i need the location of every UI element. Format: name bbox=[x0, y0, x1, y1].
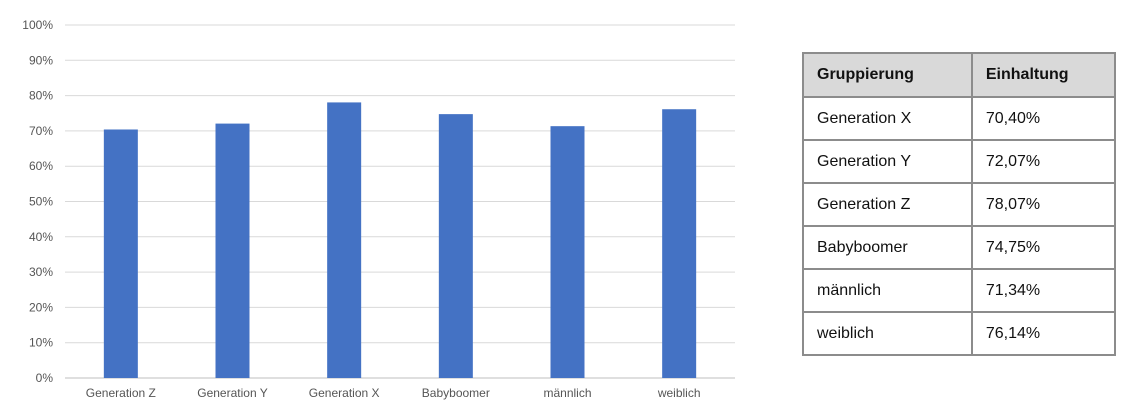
y-tick-label: 20% bbox=[29, 300, 53, 314]
y-tick-label: 90% bbox=[29, 53, 53, 67]
table-cell-group: Generation X bbox=[802, 96, 973, 141]
y-tick-label: 60% bbox=[29, 159, 53, 173]
table-header-einhaltung: Einhaltung bbox=[970, 52, 1117, 98]
y-tick-label: 80% bbox=[29, 89, 53, 103]
bar-chart: 0% 10% 20% 30% 40% 50% 60% 70% 80% 90% 100% Generat… bbox=[22, 18, 735, 400]
table-cell-value: 72,07% bbox=[970, 139, 1117, 184]
bar bbox=[438, 114, 473, 378]
bar bbox=[327, 102, 362, 378]
y-tick-label: 30% bbox=[29, 265, 53, 279]
y-tick-label: 50% bbox=[29, 195, 53, 209]
x-tick-label: weiblich bbox=[657, 386, 701, 400]
y-tick-label: 40% bbox=[29, 230, 53, 244]
table-row: Generation X 70,40% bbox=[802, 96, 1117, 141]
table-header-gruppierung: Gruppierung bbox=[802, 52, 973, 98]
table-cell-group: männlich bbox=[802, 268, 973, 313]
x-tick-label: Generation Z bbox=[86, 386, 156, 400]
bar bbox=[215, 123, 250, 379]
data-table: Gruppierung Einhaltung Generation X 70,4… bbox=[802, 52, 1117, 356]
table-cell-value: 70,40% bbox=[970, 96, 1117, 141]
y-tick-label: 100% bbox=[22, 18, 53, 32]
table-cell-value: 78,07% bbox=[970, 182, 1117, 227]
table-cell-group: Babyboomer bbox=[802, 225, 973, 270]
bar-chart-svg: 0% 10% 20% 30% 40% 50% 60% 70% 80% 90% 100% Generat… bbox=[22, 18, 735, 400]
table-cell-value: 76,14% bbox=[970, 311, 1117, 356]
table-cell-group: Generation Z bbox=[802, 182, 973, 227]
y-tick-label: 0% bbox=[36, 371, 54, 385]
table-row: Generation Z 78,07% bbox=[802, 182, 1117, 227]
x-tick-label: Generation X bbox=[309, 386, 380, 400]
x-tick-label: Babyboomer bbox=[422, 386, 490, 400]
table-row: Generation Y 72,07% bbox=[802, 139, 1117, 184]
table-cell-value: 74,75% bbox=[970, 225, 1117, 270]
table-cell-group: Generation Y bbox=[802, 139, 973, 184]
bar bbox=[550, 126, 585, 378]
table-cell-group: weiblich bbox=[802, 311, 973, 356]
bar bbox=[103, 129, 138, 378]
x-tick-label: Generation Y bbox=[197, 386, 268, 400]
table-header-row: Gruppierung Einhaltung bbox=[802, 52, 1117, 98]
table-row: Babyboomer 74,75% bbox=[802, 225, 1117, 270]
table-cell-value: 71,34% bbox=[970, 268, 1117, 313]
y-tick-label: 10% bbox=[29, 336, 53, 350]
table-row: männlich 71,34% bbox=[802, 268, 1117, 313]
x-tick-label: männlich bbox=[543, 386, 591, 400]
y-tick-label: 70% bbox=[29, 124, 53, 138]
bar bbox=[662, 109, 697, 378]
table-row: weiblich 76,14% bbox=[802, 311, 1117, 356]
